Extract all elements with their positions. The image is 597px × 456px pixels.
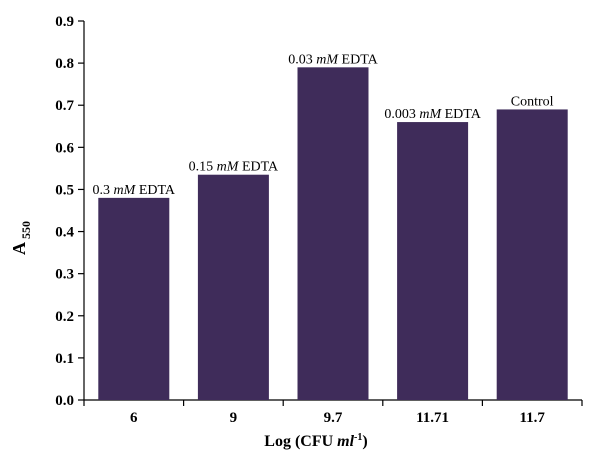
x-tick-label: 6 bbox=[130, 410, 138, 426]
bar-data-label: 0.03 mM EDTA bbox=[288, 52, 378, 67]
y-axis-title-sub: 550 bbox=[19, 221, 33, 239]
bar-label-prefix: Control bbox=[511, 94, 554, 109]
bar bbox=[98, 197, 170, 400]
bar-data-label: 0.003 mM EDTA bbox=[384, 107, 481, 122]
x-tick-label: 9.7 bbox=[324, 410, 343, 426]
x-tick-label: 11.71 bbox=[416, 410, 449, 426]
bar-label-unit: mM bbox=[316, 52, 339, 67]
bar-data-label: 0.3 mM EDTA bbox=[93, 183, 176, 198]
x-tick-label: 11.7 bbox=[519, 410, 545, 426]
x-axis-title-unit: ml bbox=[337, 433, 354, 450]
bar bbox=[197, 174, 269, 400]
y-tick-label: 0.2 bbox=[55, 309, 74, 325]
bar-label-prefix: 0.15 bbox=[189, 160, 217, 175]
x-axis-title-close: ) bbox=[362, 433, 367, 450]
bar bbox=[397, 122, 469, 401]
bar-label-unit: mM bbox=[114, 183, 137, 198]
bar-label-unit: mM bbox=[217, 160, 240, 175]
x-axis-title-main: Log (CFU bbox=[264, 433, 337, 450]
bar-data-label: Control bbox=[511, 94, 554, 109]
bars-group bbox=[98, 67, 568, 401]
x-tick-label: 9 bbox=[230, 410, 238, 426]
bar-label-prefix: 0.3 bbox=[93, 183, 114, 198]
y-tick-label: 0.3 bbox=[55, 267, 74, 283]
y-tick-label: 0.7 bbox=[55, 98, 74, 114]
bar-label-suffix: EDTA bbox=[441, 107, 482, 122]
y-tick-label: 0.6 bbox=[55, 140, 74, 156]
y-axis-title: A 550 bbox=[9, 221, 33, 255]
bar-label-unit: mM bbox=[419, 107, 442, 122]
bar bbox=[297, 67, 369, 401]
bar bbox=[496, 109, 568, 400]
bar-data-label: 0.15 mM EDTA bbox=[189, 160, 279, 175]
bar-label-prefix: 0.03 bbox=[288, 52, 316, 67]
bar-label-suffix: EDTA bbox=[135, 183, 176, 198]
bar-label-suffix: EDTA bbox=[338, 52, 379, 67]
y-tick-label: 0.8 bbox=[55, 56, 74, 72]
y-axis-title-main: A bbox=[9, 242, 29, 255]
y-tick-label: 0.9 bbox=[55, 14, 74, 30]
y-axis: 0.0 0.1 0.2 0.3 0.4 0.5 0.6 0.7 0.8 0.9 bbox=[55, 14, 85, 409]
y-tick-label: 0.5 bbox=[55, 182, 74, 198]
x-axis-title-sup: -1 bbox=[354, 432, 362, 443]
y-tick-label: 0.4 bbox=[55, 225, 74, 241]
bar-label-prefix: 0.003 bbox=[384, 107, 419, 122]
bar-label-suffix: EDTA bbox=[238, 160, 279, 175]
y-tick-label: 0.1 bbox=[55, 351, 74, 367]
x-axis: 6 9 9.7 11.71 11.7 bbox=[83, 399, 583, 426]
x-axis-title: Log (CFU ml-1) bbox=[264, 432, 367, 450]
y-tick-label: 0.0 bbox=[55, 393, 74, 409]
